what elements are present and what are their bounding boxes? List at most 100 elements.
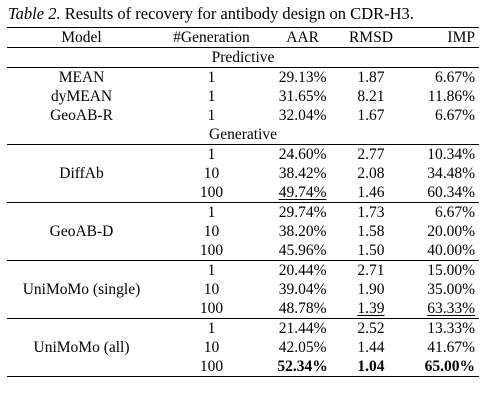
table-row: 10 38.42% 2.08 34.48%: [7, 164, 479, 183]
rmsd-value: 1.04: [338, 357, 403, 377]
rmsd-text: 1.58: [357, 223, 385, 240]
imp-text: 34.48%: [427, 165, 475, 182]
generation-value: 10: [203, 223, 220, 240]
generation-value: 1: [207, 88, 216, 105]
imp-value: 6.67%: [404, 203, 479, 223]
model-name: DiffAb: [59, 165, 104, 182]
imp-value: 20.00%: [404, 222, 479, 241]
aar-value: 31.65%: [267, 87, 338, 106]
rmsd-text: 1.90: [357, 281, 385, 298]
table-row: MEAN 1 29.13% 1.87 6.67%: [7, 68, 479, 88]
rmsd-text: 1.67: [357, 107, 385, 124]
rmsd-value: 1.90: [338, 280, 403, 299]
table-row: GeoAB-D 1 29.74% 1.73 6.67%: [7, 203, 479, 240]
aar-value: 38.20%: [267, 222, 338, 241]
model-name: GeoAB-R: [50, 107, 113, 124]
generation-value: 100: [199, 184, 224, 201]
imp-value: 65.00%: [404, 357, 479, 377]
aar-text: 52.34%: [277, 358, 328, 375]
rmsd-value: 2.77: [338, 145, 403, 165]
rmsd-text: 1.46: [357, 184, 385, 201]
generation-value: 1: [207, 146, 216, 163]
aar-text: 39.04%: [278, 281, 327, 298]
aar-value: 38.42%: [267, 164, 338, 183]
rmsd-text: 1.39: [357, 300, 385, 317]
table-row: 10 39.04% 1.90 35.00%: [7, 280, 479, 299]
section-row: Predictive: [7, 48, 479, 68]
aar-text: 31.65%: [278, 88, 327, 105]
aar-value: 42.05%: [267, 338, 338, 357]
rmsd-text: 2.77: [357, 146, 385, 163]
aar-text: 45.96%: [278, 242, 327, 259]
rmsd-text: 1.87: [357, 69, 385, 86]
generation-value: 1: [207, 69, 216, 86]
rmsd-value: 1.87: [338, 68, 403, 88]
section-label: Predictive: [211, 49, 275, 66]
imp-value: 6.67%: [404, 68, 479, 88]
header-imp: IMP: [447, 29, 475, 46]
table-row: DiffAb 1 24.60% 2.77 10.34%: [7, 145, 479, 182]
generation-value: 10: [203, 281, 220, 298]
rmsd-value: 1.50: [338, 241, 403, 261]
imp-text: 63.33%: [427, 300, 475, 317]
imp-value: 13.33%: [404, 319, 479, 339]
table-row: GeoAB-R 1 32.04% 1.67 6.67%: [7, 106, 479, 125]
imp-text: 6.67%: [434, 69, 475, 86]
imp-value: 60.34%: [404, 183, 479, 203]
generation-value: 100: [199, 300, 224, 317]
generation-value: 1: [207, 107, 216, 124]
results-table: Model #Generation AAR RMSD IMP Predictiv…: [7, 27, 479, 377]
aar-text: 48.78%: [278, 300, 327, 317]
table-caption: Table 2. Results of recovery for antibod…: [8, 4, 414, 24]
aar-text: 24.60%: [278, 146, 327, 163]
aar-value: 24.60%: [267, 145, 338, 165]
model-name: GeoAB-D: [49, 223, 114, 240]
table-row: UniMoMo (single) 1 20.44% 2.71 15.00%: [7, 261, 479, 298]
table-row: 100 52.34% 1.04 65.00%: [7, 357, 479, 377]
rmsd-value: 1.73: [338, 203, 403, 223]
imp-text: 41.67%: [427, 339, 475, 356]
aar-text: 38.20%: [278, 223, 327, 240]
imp-value: 63.33%: [404, 299, 479, 319]
aar-value: 52.34%: [267, 357, 338, 377]
rmsd-text: 1.44: [357, 339, 385, 356]
imp-value: 15.00%: [404, 261, 479, 281]
section-label: Generative: [209, 126, 277, 143]
generation-value: 1: [207, 262, 216, 279]
model-name: UniMoMo (single): [22, 281, 141, 298]
imp-text: 20.00%: [427, 223, 475, 240]
caption-text: Results of recovery for antibody design …: [60, 4, 414, 23]
rmsd-value: 8.21: [338, 87, 403, 106]
imp-value: 11.86%: [404, 87, 479, 106]
rmsd-text: 2.71: [357, 262, 385, 279]
imp-value: 40.00%: [404, 241, 479, 261]
aar-text: 32.04%: [278, 107, 327, 124]
imp-text: 6.67%: [434, 204, 475, 221]
aar-value: 32.04%: [267, 106, 338, 125]
aar-text: 20.44%: [278, 262, 327, 279]
header-generation: #Generation: [173, 29, 250, 46]
model-name: UniMoMo (all): [33, 339, 130, 356]
imp-text: 15.00%: [427, 262, 475, 279]
table-row: 100 45.96% 1.50 40.00%: [7, 241, 479, 261]
table-row: UniMoMo (all) 1 21.44% 2.52 13.33%: [7, 319, 479, 356]
header-rmsd: RMSD: [348, 29, 393, 46]
aar-text: 38.42%: [278, 165, 327, 182]
generation-value: 10: [203, 339, 220, 356]
table-body: Predictive MEAN 1 29.13% 1.87 6.67% dyMEAN 1 31.…: [7, 48, 479, 377]
generation-value: 100: [199, 242, 224, 259]
rmsd-text: 1.73: [357, 204, 385, 221]
model-name: MEAN: [58, 69, 105, 86]
aar-value: 39.04%: [267, 280, 338, 299]
table-row: 10 38.20% 1.58 20.00%: [7, 222, 479, 241]
aar-value: 21.44%: [267, 319, 338, 339]
aar-value: 48.78%: [267, 299, 338, 319]
rmsd-value: 1.67: [338, 106, 403, 125]
rmsd-text: 1.50: [357, 242, 385, 259]
aar-text: 29.13%: [278, 69, 327, 86]
aar-text: 29.74%: [278, 204, 327, 221]
table-row: 10 42.05% 1.44 41.67%: [7, 338, 479, 357]
imp-text: 10.34%: [427, 146, 475, 163]
generation-value: 1: [207, 320, 216, 337]
table-row: 100 48.78% 1.39 63.33%: [7, 299, 479, 319]
